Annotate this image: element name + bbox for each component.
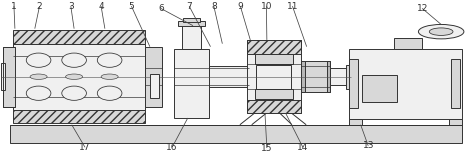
- Bar: [173, 49, 209, 118]
- Bar: [183, 18, 200, 22]
- Bar: [449, 119, 463, 125]
- Bar: [330, 68, 349, 85]
- Bar: [182, 25, 201, 49]
- Ellipse shape: [26, 86, 51, 100]
- Bar: [326, 61, 330, 92]
- Bar: [3, 47, 15, 107]
- Bar: [247, 100, 302, 113]
- Circle shape: [30, 74, 47, 79]
- Circle shape: [66, 74, 83, 79]
- Bar: [451, 59, 460, 108]
- Bar: [394, 38, 422, 49]
- Bar: [346, 65, 352, 89]
- Bar: [178, 21, 205, 26]
- Text: 15: 15: [261, 144, 273, 152]
- Bar: [349, 59, 358, 108]
- Ellipse shape: [62, 53, 86, 67]
- Text: 12: 12: [417, 4, 428, 13]
- Text: 2: 2: [37, 2, 42, 11]
- Bar: [247, 40, 302, 113]
- Bar: [0, 63, 5, 90]
- Text: 17: 17: [79, 143, 91, 152]
- Bar: [302, 61, 330, 92]
- Text: 5: 5: [129, 2, 134, 11]
- Bar: [349, 119, 362, 125]
- Text: 3: 3: [68, 2, 74, 11]
- Bar: [145, 47, 162, 107]
- Bar: [150, 74, 159, 98]
- Text: 14: 14: [297, 143, 309, 152]
- Text: 8: 8: [211, 2, 217, 11]
- Text: 6: 6: [158, 4, 164, 13]
- Bar: [12, 44, 145, 110]
- Bar: [10, 125, 463, 143]
- Circle shape: [418, 24, 464, 39]
- Bar: [255, 89, 293, 99]
- Bar: [12, 30, 145, 44]
- Ellipse shape: [97, 86, 122, 100]
- Bar: [209, 66, 249, 87]
- Ellipse shape: [62, 86, 86, 100]
- Text: 9: 9: [238, 2, 243, 11]
- Ellipse shape: [26, 53, 51, 67]
- Circle shape: [429, 28, 453, 35]
- Text: 7: 7: [186, 2, 192, 11]
- Text: 4: 4: [98, 2, 104, 11]
- Text: 11: 11: [287, 2, 298, 11]
- Text: 13: 13: [362, 141, 374, 150]
- Bar: [255, 54, 293, 64]
- Bar: [12, 110, 145, 123]
- Ellipse shape: [97, 53, 122, 67]
- Bar: [349, 49, 463, 120]
- Bar: [256, 65, 292, 89]
- Circle shape: [101, 74, 118, 79]
- Text: 1: 1: [11, 2, 17, 11]
- Bar: [302, 61, 305, 92]
- Text: 16: 16: [166, 143, 178, 152]
- Bar: [247, 40, 302, 54]
- Bar: [361, 75, 397, 102]
- Text: 10: 10: [261, 2, 272, 11]
